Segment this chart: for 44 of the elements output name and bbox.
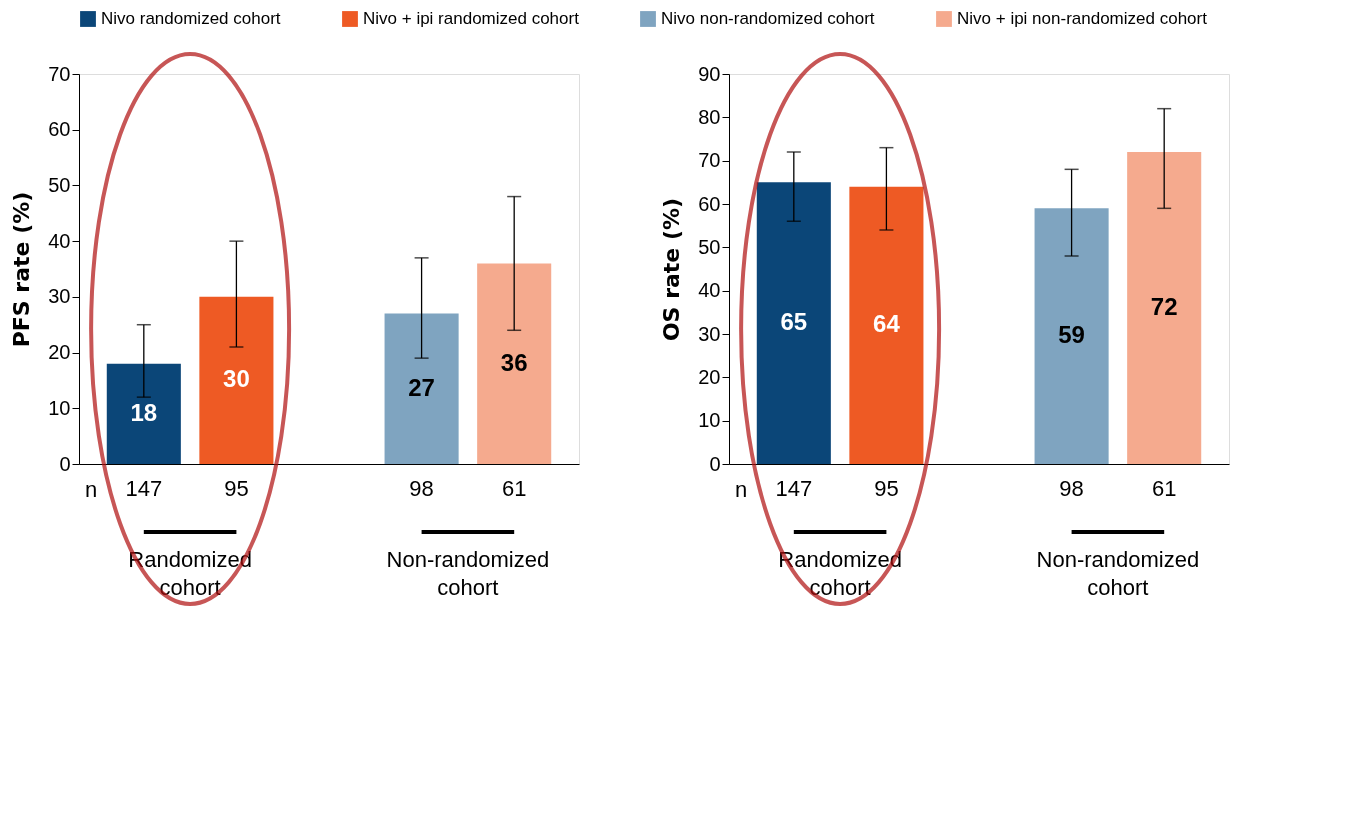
data-label: 59 <box>1058 321 1085 349</box>
y-axis-title: OS rate (%) <box>659 197 685 342</box>
x-tick-label: 147 <box>775 475 813 501</box>
y-tick-label: 0 <box>59 452 71 475</box>
y-axis-title: PFS rate (%) <box>9 191 35 348</box>
y-tick-label: 20 <box>698 365 721 388</box>
y-tick-label: 20 <box>48 341 71 364</box>
y-tick-label: 80 <box>698 105 721 128</box>
y-tick-label: 90 <box>698 62 721 85</box>
y-tick-label: 70 <box>48 62 71 85</box>
legend-label: Nivo + ipi non-randomized cohort <box>957 9 1208 28</box>
data-label: 64 <box>873 310 901 338</box>
y-tick-label: 60 <box>48 118 71 141</box>
y-tick-label: 60 <box>698 192 721 215</box>
x-tick-label: 61 <box>1151 475 1177 501</box>
data-label: 27 <box>408 373 435 401</box>
data-label: 72 <box>1150 293 1178 320</box>
y-tick-label: 40 <box>698 279 721 302</box>
y-tick-label: 30 <box>698 322 721 345</box>
y-tick-label: 50 <box>48 173 71 196</box>
y-tick-label: 30 <box>48 285 71 308</box>
x-tick-label: 147 <box>125 475 163 501</box>
legend-label: Nivo randomized cohort <box>101 9 281 28</box>
x-tick-label: 98 <box>409 475 434 501</box>
text: n <box>735 477 748 502</box>
x-tick-label: 95 <box>224 475 249 501</box>
data-label: 30 <box>223 365 250 393</box>
x-tick-label: 61 <box>501 475 527 501</box>
data-label: 65 <box>780 308 808 336</box>
text: n <box>85 477 98 502</box>
legend-label: Nivo non-randomized cohort <box>661 9 875 28</box>
y-tick-label: 50 <box>698 235 721 258</box>
text: Non-randomized cohort <box>386 547 550 600</box>
y-tick-label: 40 <box>48 229 71 252</box>
text: Non-randomized cohort <box>1036 547 1200 600</box>
data-label: 36 <box>500 348 528 376</box>
data-label: 18 <box>130 398 158 426</box>
x-tick-label: 95 <box>874 475 899 501</box>
x-tick-label: 98 <box>1059 475 1084 501</box>
y-tick-label: 70 <box>698 149 721 172</box>
y-tick-label: 10 <box>48 396 71 419</box>
y-tick-label: 10 <box>698 409 721 432</box>
legend-label: Nivo + ipi randomized cohort <box>363 9 580 28</box>
y-tick-label: 0 <box>709 452 721 475</box>
